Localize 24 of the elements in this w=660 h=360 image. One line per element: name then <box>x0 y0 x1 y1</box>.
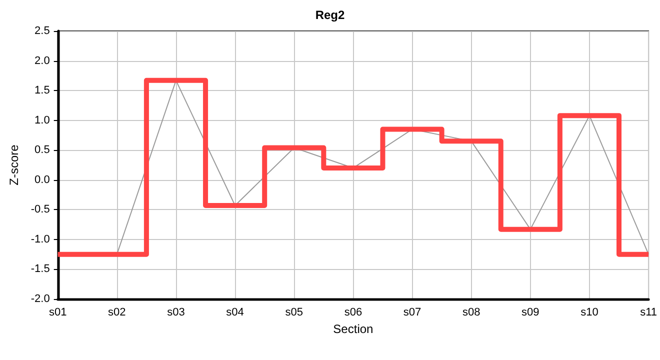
y-tick-label: 2.5 <box>34 25 50 37</box>
x-tick-label: s05 <box>285 306 304 318</box>
x-tick-label: s02 <box>108 306 126 318</box>
x-tick-label: s01 <box>48 306 67 318</box>
x-tick-label: s07 <box>403 306 422 318</box>
x-tick-label: s09 <box>522 306 540 318</box>
y-tick-label: -2.0 <box>30 293 50 305</box>
x-tick-label: s08 <box>462 306 480 318</box>
y-tick-label: 0.0 <box>34 174 50 186</box>
y-tick-label: 0.5 <box>34 144 50 156</box>
y-tick-label: 1.0 <box>34 114 50 126</box>
x-tick-label: s10 <box>580 306 598 318</box>
y-tick-label: 1.5 <box>34 84 50 97</box>
y-tick-label: 2.0 <box>34 54 50 67</box>
x-tick-label: s04 <box>226 306 244 318</box>
y-axis-title: Z-score <box>7 144 21 186</box>
y-tick-label: -1.5 <box>30 263 50 276</box>
y-tick-label: -0.5 <box>30 204 50 216</box>
x-tick-label: s06 <box>344 306 362 318</box>
chart-title: Reg2 <box>315 8 345 22</box>
x-tick-label: s11 <box>640 306 657 318</box>
x-tick-label: s03 <box>167 306 185 318</box>
y-tick-label: -1.0 <box>30 233 50 246</box>
x-axis-title: Section <box>333 322 374 336</box>
